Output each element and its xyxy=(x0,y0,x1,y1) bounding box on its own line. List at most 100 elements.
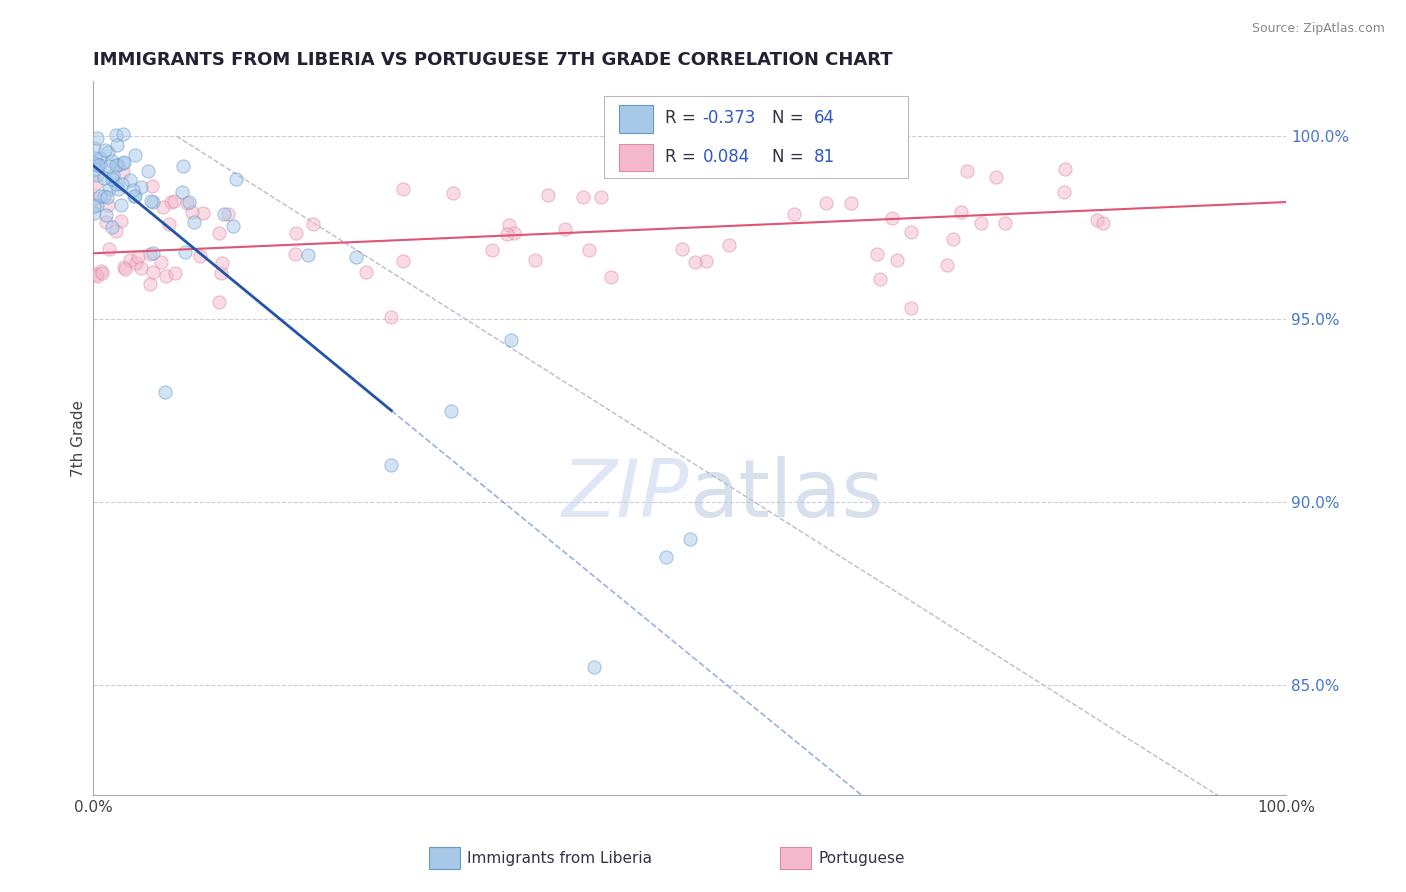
Point xyxy=(956,164,979,178)
Point xyxy=(83,199,105,213)
Point xyxy=(142,265,165,279)
Point xyxy=(211,256,233,270)
Point xyxy=(142,246,165,260)
Point xyxy=(380,458,402,473)
Point xyxy=(105,158,128,172)
Bar xyxy=(619,144,652,171)
Point xyxy=(89,188,111,202)
Text: R =: R = xyxy=(665,148,700,166)
Point xyxy=(84,151,107,165)
Point xyxy=(98,242,121,256)
Point xyxy=(170,185,193,199)
Point xyxy=(86,158,108,172)
Point xyxy=(354,265,377,279)
Y-axis label: 7th Grade: 7th Grade xyxy=(72,400,86,476)
Point xyxy=(111,178,134,192)
Point xyxy=(84,176,107,190)
Point xyxy=(172,159,194,173)
Point xyxy=(83,141,105,155)
Point xyxy=(142,195,165,210)
Point xyxy=(183,215,205,229)
Point xyxy=(101,171,124,186)
Point xyxy=(695,253,717,268)
Point xyxy=(124,189,146,203)
Point xyxy=(173,244,195,259)
Point xyxy=(180,205,202,219)
Point xyxy=(86,168,108,182)
Point xyxy=(83,206,105,220)
Text: Portuguese: Portuguese xyxy=(818,851,905,865)
Point xyxy=(212,207,235,221)
Point xyxy=(1085,212,1108,227)
Point xyxy=(153,385,176,400)
Point xyxy=(136,163,159,178)
Point xyxy=(222,219,245,233)
Point xyxy=(118,173,141,187)
Point xyxy=(481,243,503,257)
Text: -0.373: -0.373 xyxy=(703,109,756,127)
Point xyxy=(84,192,107,206)
Point xyxy=(104,224,127,238)
Point xyxy=(942,231,965,245)
Point xyxy=(671,242,693,256)
Point xyxy=(783,207,806,221)
Point xyxy=(101,153,124,168)
Point xyxy=(86,131,108,145)
Point xyxy=(301,217,323,231)
Point xyxy=(583,659,606,673)
Point xyxy=(96,190,118,204)
Point xyxy=(107,159,129,173)
Point xyxy=(217,207,239,221)
Point xyxy=(524,252,547,267)
Point xyxy=(127,250,149,264)
Point xyxy=(94,214,117,228)
Point xyxy=(94,143,117,157)
Point xyxy=(191,205,214,219)
Point xyxy=(101,219,124,234)
Point xyxy=(104,128,127,142)
Point xyxy=(141,194,163,209)
Text: IMMIGRANTS FROM LIBERIA VS PORTUGUESE 7TH GRADE CORRELATION CHART: IMMIGRANTS FROM LIBERIA VS PORTUGUESE 7T… xyxy=(93,51,893,69)
Point xyxy=(225,171,247,186)
Bar xyxy=(619,105,652,133)
Point xyxy=(124,148,146,162)
Point xyxy=(91,266,114,280)
Point xyxy=(98,181,121,195)
Point xyxy=(208,227,231,241)
Point xyxy=(105,137,128,152)
Point xyxy=(496,227,519,242)
Point xyxy=(149,255,172,269)
Point xyxy=(89,158,111,172)
Bar xyxy=(603,95,908,178)
Point xyxy=(936,258,959,272)
Point xyxy=(120,253,142,268)
Point xyxy=(93,170,115,185)
Point xyxy=(900,226,922,240)
Point xyxy=(392,182,415,196)
Point xyxy=(578,243,600,257)
Text: 0.084: 0.084 xyxy=(703,148,749,166)
Point xyxy=(284,226,307,240)
Point xyxy=(97,145,120,160)
Text: Immigrants from Liberia: Immigrants from Liberia xyxy=(467,851,652,865)
Text: R =: R = xyxy=(665,109,700,127)
Point xyxy=(105,177,128,191)
Point xyxy=(107,182,129,196)
Point xyxy=(84,268,107,282)
Point xyxy=(1053,186,1076,200)
Point xyxy=(554,222,576,236)
Point xyxy=(152,200,174,214)
Point xyxy=(984,170,1007,185)
Point xyxy=(886,252,908,267)
Point xyxy=(284,247,307,261)
Point xyxy=(392,254,415,268)
Point xyxy=(177,195,200,210)
Point xyxy=(1053,162,1076,177)
Point xyxy=(139,277,162,292)
Point xyxy=(111,128,134,142)
Point xyxy=(869,272,891,286)
Point xyxy=(129,180,152,194)
Point xyxy=(155,268,177,283)
Point xyxy=(111,156,134,170)
Point xyxy=(129,261,152,276)
